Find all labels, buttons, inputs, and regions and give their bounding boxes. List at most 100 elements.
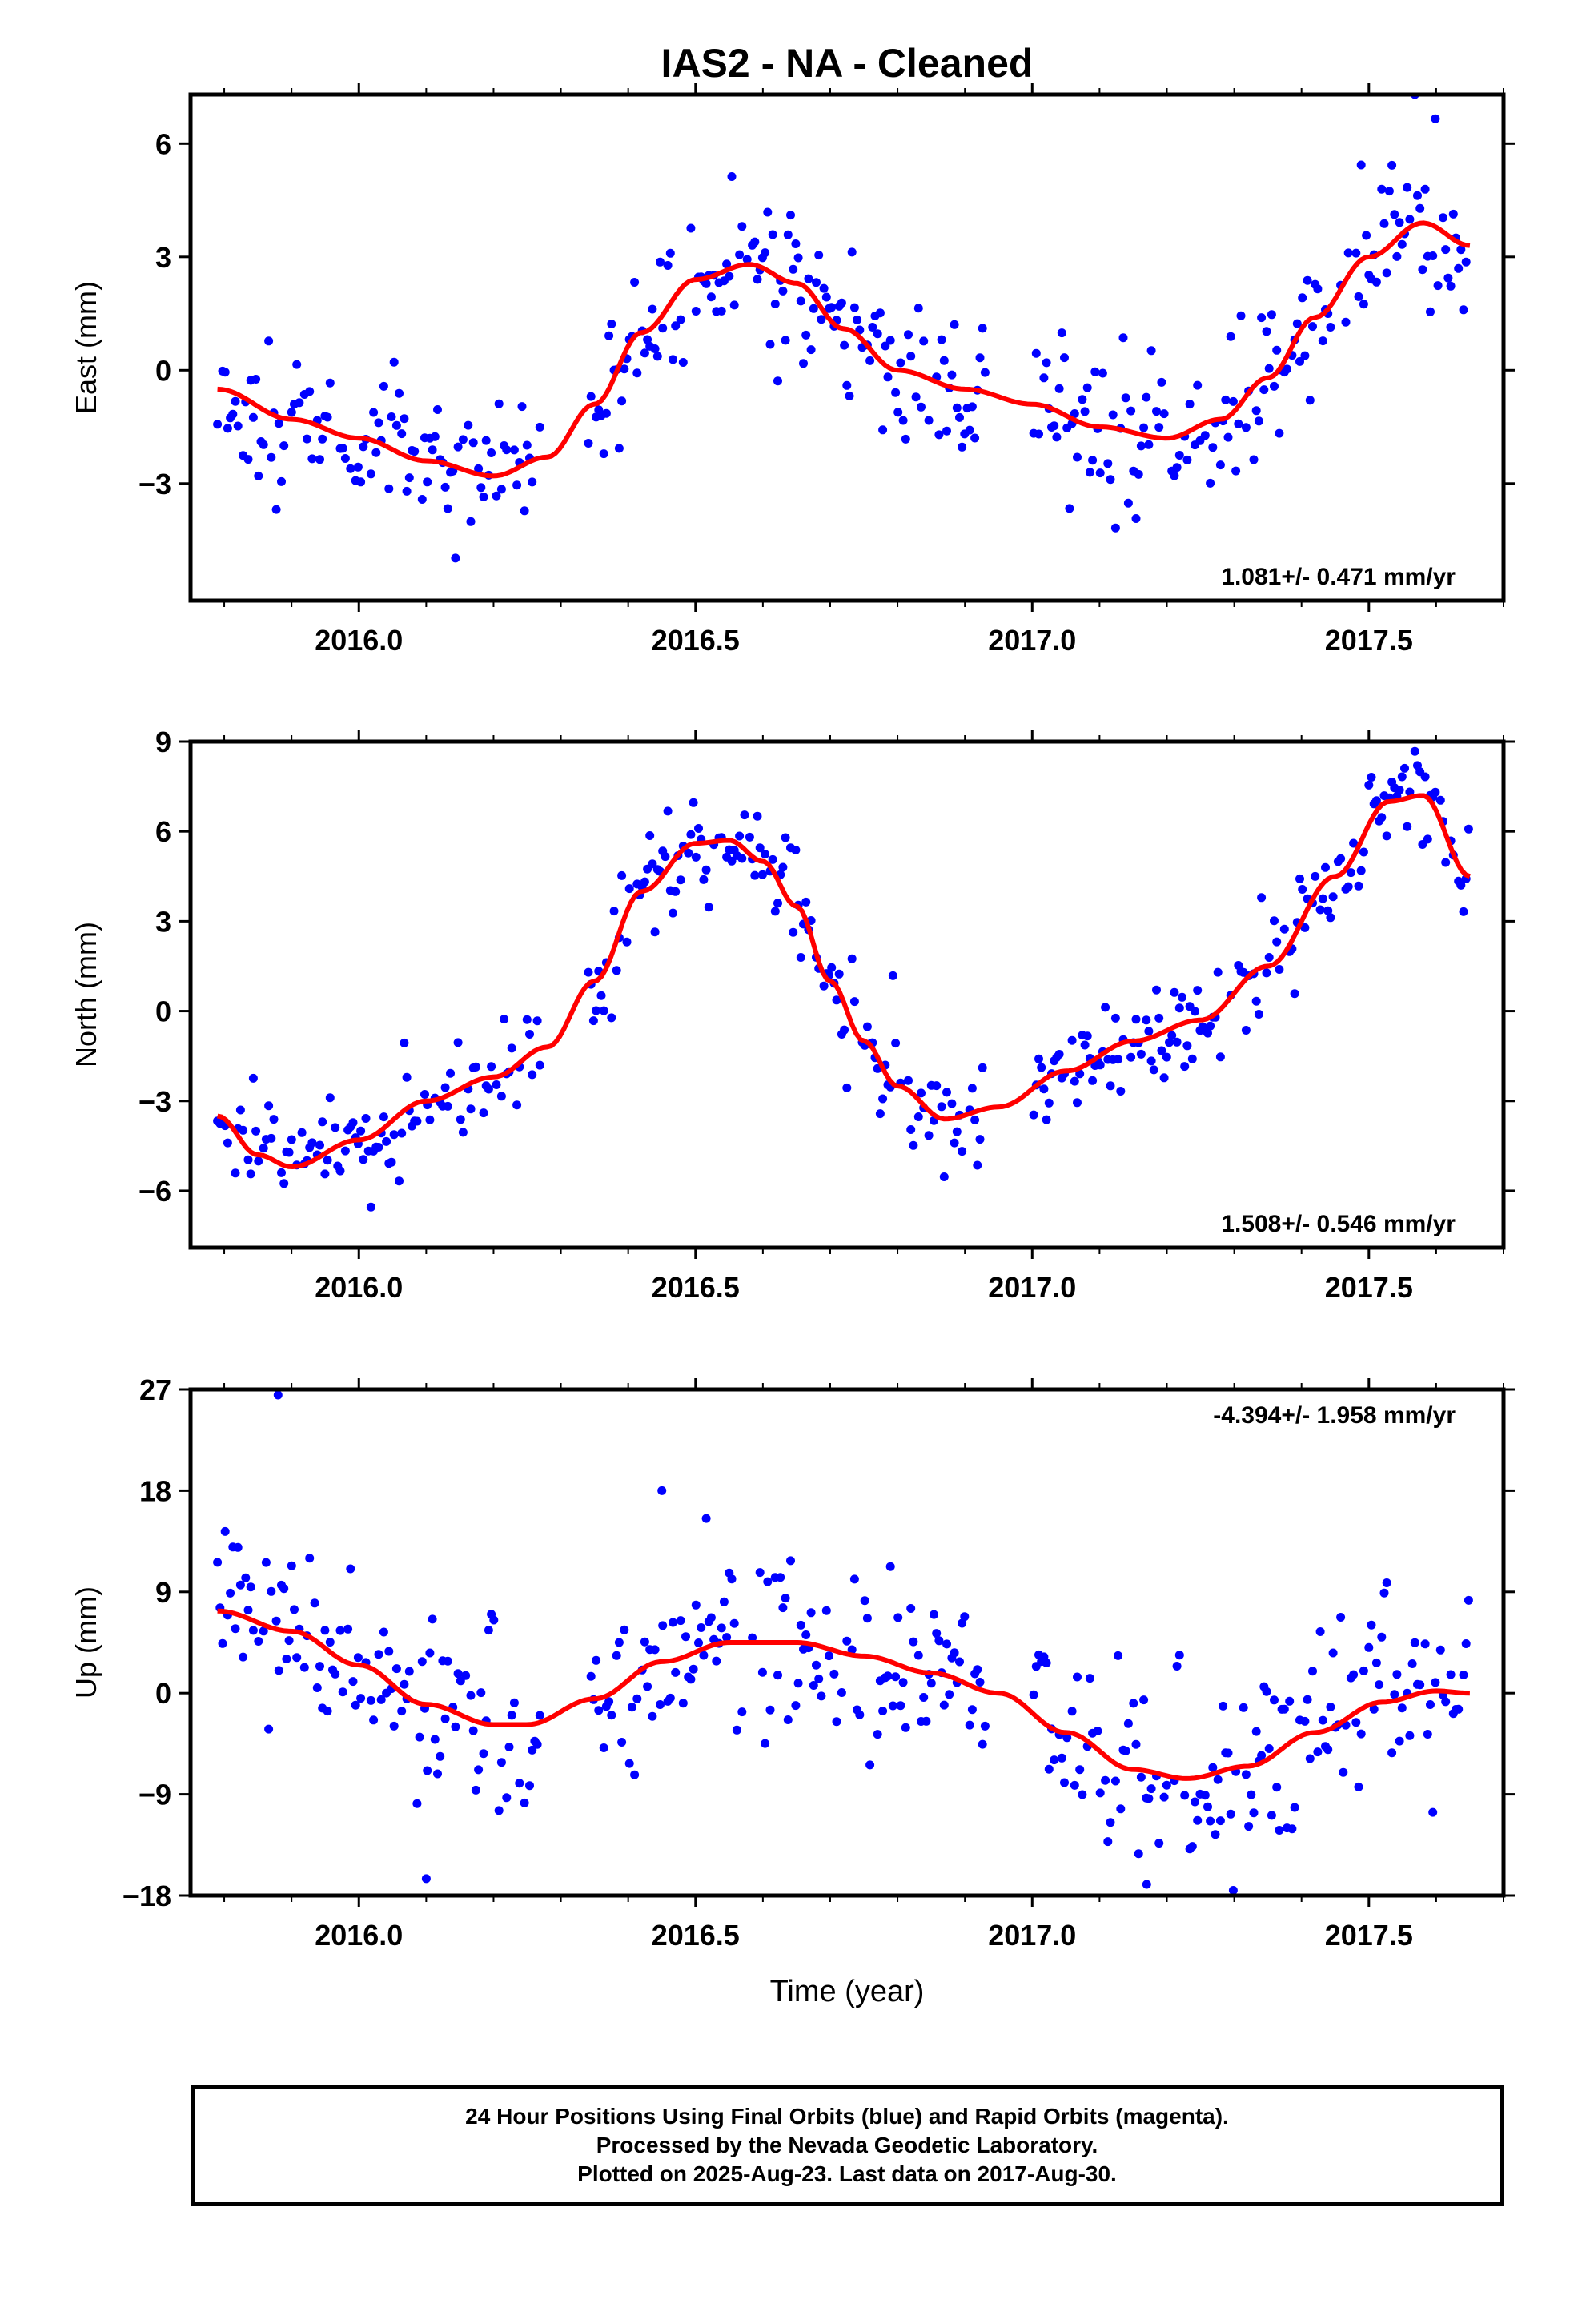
up-data-point xyxy=(254,1637,263,1646)
east-data-point xyxy=(468,438,478,448)
east-data-point xyxy=(1254,416,1263,426)
east-data-point xyxy=(1126,406,1136,416)
north-data-point xyxy=(1191,1007,1199,1016)
up-data-point xyxy=(1275,1826,1284,1835)
east-data-point xyxy=(614,444,624,453)
north-fit-curve xyxy=(216,793,1471,1169)
up-data-point xyxy=(1287,1824,1297,1834)
north-data-point xyxy=(801,897,811,907)
up-data-point xyxy=(1193,1815,1203,1825)
east-data-point xyxy=(750,237,760,247)
north-data-point xyxy=(348,1118,358,1128)
north-data-point xyxy=(397,1128,407,1138)
east-data-point xyxy=(853,315,862,324)
east-data-point xyxy=(1326,323,1335,332)
east-data-point xyxy=(947,370,957,380)
up-data-point xyxy=(451,1722,460,1731)
north-data-point xyxy=(279,1179,289,1188)
up-data-point xyxy=(921,1716,931,1726)
up-data-point xyxy=(967,1705,977,1715)
up-data-point xyxy=(1359,1666,1368,1675)
up-data-point xyxy=(640,1637,649,1647)
north-data-point xyxy=(269,1115,279,1124)
north-data-point xyxy=(366,1202,375,1212)
up-data-point xyxy=(233,1542,243,1552)
east-data-point xyxy=(763,207,773,217)
east-data-point xyxy=(356,477,366,487)
east-data-point xyxy=(1441,245,1451,255)
up-data-point xyxy=(878,1707,888,1715)
east-data-point xyxy=(318,434,327,444)
caption-line-2: Processed by the Nevada Geodetic Laborat… xyxy=(596,2133,1098,2157)
up-data-point xyxy=(1110,1776,1120,1786)
east-data-point xyxy=(809,304,818,313)
up-data-point xyxy=(837,1688,846,1697)
up-data-point xyxy=(865,1760,875,1770)
north-data-point xyxy=(1039,1084,1049,1094)
east-data-point xyxy=(1292,319,1302,328)
up-data-point xyxy=(1464,1595,1473,1605)
up-ytick-label: 0 xyxy=(155,1677,171,1710)
east-data-point xyxy=(1108,410,1118,420)
up-data-point xyxy=(1423,1730,1432,1739)
up-data-point xyxy=(955,1657,964,1667)
north-data-point xyxy=(967,1084,977,1093)
east-data-point xyxy=(307,454,317,464)
north-data-point xyxy=(458,1128,468,1137)
east-data-point xyxy=(1157,377,1166,387)
east-data-point xyxy=(1185,400,1195,409)
north-data-point xyxy=(1410,746,1419,756)
east-data-point xyxy=(1264,364,1274,373)
up-data-point xyxy=(1323,1745,1333,1755)
north-data-point xyxy=(913,1112,923,1121)
up-data-point xyxy=(926,1679,936,1688)
north-ytick-label: 0 xyxy=(155,995,171,1028)
up-data-point xyxy=(1379,1588,1389,1598)
north-data-point xyxy=(1067,1035,1077,1045)
north-data-point xyxy=(827,963,837,972)
up-data-point xyxy=(369,1715,379,1725)
east-ytick-label: −3 xyxy=(139,468,171,501)
up-data-point xyxy=(430,1735,440,1744)
north-data-point xyxy=(1213,967,1223,977)
up-data-point xyxy=(1262,1687,1271,1696)
north-data-point xyxy=(757,870,767,879)
east-data-point xyxy=(791,239,801,248)
north-data-point xyxy=(669,908,677,918)
east-data-point xyxy=(520,506,529,516)
north-data-point xyxy=(307,1138,317,1148)
east-data-point xyxy=(778,286,788,296)
up-data-point xyxy=(391,1664,401,1674)
north-data-point xyxy=(1203,1028,1212,1038)
east-data-point xyxy=(970,433,980,443)
north-data-point xyxy=(471,1062,480,1072)
east-data-point xyxy=(773,376,782,386)
east-data-point xyxy=(259,440,268,449)
up-data-point xyxy=(218,1638,227,1648)
east-data-point xyxy=(717,306,726,316)
up-data-point xyxy=(781,1594,790,1603)
chart-title: IAS2 - NA - Cleaned xyxy=(661,41,1034,86)
east-data-point xyxy=(975,353,985,363)
up-data-point xyxy=(1318,1715,1327,1725)
up-data-point xyxy=(712,1656,721,1666)
east-data-point xyxy=(1146,346,1156,356)
east-xtick-label: 2017.0 xyxy=(988,624,1076,657)
north-data-point xyxy=(361,1114,371,1123)
up-data-point xyxy=(1146,1784,1156,1794)
up-data-point xyxy=(507,1711,516,1720)
up-data-point xyxy=(400,1679,409,1689)
up-data-point xyxy=(1159,1792,1169,1802)
north-data-point xyxy=(699,875,709,884)
up-data-point xyxy=(1062,1733,1072,1743)
north-data-point xyxy=(323,1156,332,1165)
up-data-point xyxy=(343,1624,353,1634)
east-data-point xyxy=(1241,423,1251,432)
east-data-point xyxy=(1454,263,1464,273)
up-data-point xyxy=(627,1703,636,1712)
north-xtick-label: 2017.5 xyxy=(1325,1271,1413,1304)
up-data-point xyxy=(1042,1659,1051,1667)
up-data-point xyxy=(1219,1701,1228,1711)
up-data-point xyxy=(958,1618,967,1628)
north-data-point xyxy=(596,991,606,1000)
